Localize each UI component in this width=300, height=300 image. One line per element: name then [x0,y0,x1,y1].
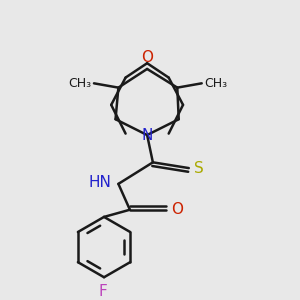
Text: F: F [98,284,107,299]
Text: O: O [141,50,153,64]
Text: S: S [194,160,204,175]
Text: CH₃: CH₃ [205,77,228,90]
Text: O: O [171,202,183,217]
Text: HN: HN [88,175,111,190]
Text: CH₃: CH₃ [68,77,91,90]
Text: N: N [141,128,153,142]
